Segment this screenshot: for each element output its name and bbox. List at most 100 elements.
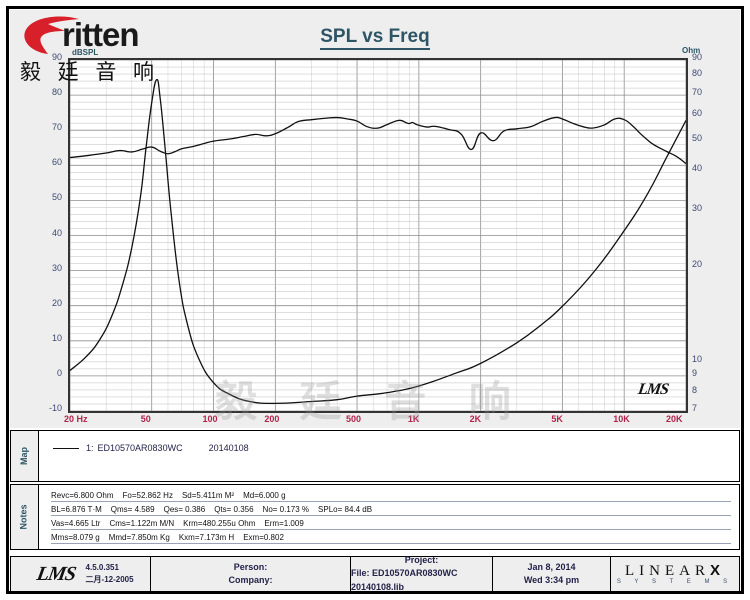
lms-plot-watermark: LMS bbox=[636, 381, 670, 398]
chart-panel: SPL vs Freq dBSPL Ohm LMS 90 80 70 60 50 40 30… bbox=[10, 10, 740, 428]
left-tick-label: 0 bbox=[56, 367, 62, 378]
left-tick-label: 50 bbox=[51, 192, 62, 203]
right-tick-label: 7 bbox=[692, 403, 698, 413]
x-tick-label: 200 bbox=[264, 414, 280, 424]
left-tick-label: 40 bbox=[51, 227, 62, 238]
vendor-name-x: X bbox=[709, 561, 725, 579]
right-tick-label: 90 bbox=[692, 52, 703, 62]
right-tick-label: 8 bbox=[692, 384, 698, 395]
left-tick-label: 60 bbox=[51, 157, 62, 168]
notes-value: Krm=480.255u Ohm bbox=[183, 519, 256, 528]
legend-index: 1: bbox=[86, 443, 94, 453]
footer-project-label: Project: bbox=[404, 554, 439, 565]
x-tick-label: 2K bbox=[469, 414, 482, 424]
left-tick-label: 20 bbox=[51, 297, 62, 308]
notes-value: SPLo= 84.4 dB bbox=[318, 505, 373, 514]
impedance-curve bbox=[70, 78, 686, 405]
vendor-logo: LINEARX bbox=[624, 561, 725, 580]
ritten-e-icon bbox=[24, 16, 79, 55]
x-tick-label: 10K bbox=[613, 414, 630, 424]
legend-item[interactable]: 1: ED10570AR0830WC 20140108 bbox=[53, 443, 249, 453]
right-axis-caption: Ohm bbox=[682, 46, 701, 55]
map-tab-label: Map bbox=[19, 447, 29, 465]
notes-section: Notes Revc=6.800 Ohm Fo=52.862 Hz Sd=5.411… bbox=[10, 484, 740, 550]
legend-date: 20140108 bbox=[208, 443, 249, 453]
footer-person-cell: Person: Company: bbox=[151, 557, 351, 591]
footer-time: Wed 3:34 pm bbox=[523, 575, 580, 585]
notes-line-3: Vas=4.665 Ltr Cms=1.122m M/N Krm=480.255u … bbox=[51, 519, 731, 530]
chart-title-text: SPL vs Freq bbox=[320, 26, 430, 50]
footer-company-label: Company: bbox=[228, 575, 273, 585]
x-tick-label: 500 bbox=[346, 414, 362, 424]
report-footer: LMS 4.5.0.351 二月-12-2005 Person: Company… bbox=[10, 554, 740, 592]
notes-value: No= 0.173 % bbox=[262, 505, 310, 514]
right-tick-label: 10 bbox=[692, 353, 703, 364]
x-tick-label: 50 bbox=[140, 414, 151, 424]
footer-date-cell: Jan 8, 2014 Wed 3:34 pm bbox=[493, 557, 611, 591]
map-section: Map 1: ED10570AR0830WC 20140108 bbox=[10, 430, 740, 482]
vendor-name: LINEAR bbox=[624, 562, 710, 579]
vendor-subtitle: S Y S T E M S bbox=[616, 579, 734, 586]
left-tick-label: -10 bbox=[48, 403, 62, 413]
brand-chinese: 毅 廷 音 响 bbox=[20, 60, 160, 84]
footer-date: Jan 8, 2014 bbox=[527, 561, 576, 572]
notes-value: Erm=1.009 bbox=[264, 519, 304, 528]
left-tick-label: 10 bbox=[51, 332, 62, 343]
x-tick-label: 20K bbox=[666, 414, 683, 424]
footer-version-block: 4.5.0.351 二月-12-2005 bbox=[86, 562, 134, 585]
legend-name: ED10570AR0830WC bbox=[97, 443, 183, 453]
notes-tab-label: Notes bbox=[18, 504, 29, 530]
map-body: 1: ED10570AR0830WC 20140108 bbox=[38, 431, 739, 481]
notes-line-4: Mms=8.079 g Mmd=7.850m Kg Kxm=7.173m H Exm=… bbox=[51, 533, 731, 544]
footer-version: 4.5.0.351 bbox=[85, 563, 119, 573]
plot-svg bbox=[70, 60, 686, 411]
x-tick-label: 5K bbox=[551, 414, 563, 424]
notes-value: Qms= 4.589 bbox=[110, 505, 155, 514]
footer-project-cell: Project: File: ED10570AR0830WC 20140108.… bbox=[351, 554, 493, 592]
notes-value: Revc=6.800 Ohm bbox=[51, 491, 114, 500]
x-tick-label: 20 Hz bbox=[64, 414, 88, 424]
right-tick-label: 80 bbox=[692, 68, 703, 79]
plot-area: LMS bbox=[68, 58, 688, 413]
right-tick-label: 50 bbox=[692, 132, 703, 143]
left-tick-label: 90 bbox=[51, 52, 62, 62]
footer-build-date: 二月-12-2005 bbox=[85, 575, 134, 584]
lms-logo: LMS bbox=[35, 562, 78, 585]
grid-major bbox=[70, 60, 686, 411]
notes-value: BL=6.876 T·M bbox=[51, 505, 102, 514]
notes-value: Md=6.000 g bbox=[243, 491, 286, 500]
notes-tab[interactable]: Notes bbox=[11, 485, 37, 549]
legend-line-swatch bbox=[53, 447, 79, 449]
notes-value: Qts= 0.356 bbox=[214, 505, 254, 514]
x-tick-label: 100 bbox=[202, 414, 218, 424]
notes-value: Mmd=7.850m Kg bbox=[108, 533, 170, 542]
notes-value: Mms=8.079 g bbox=[51, 533, 100, 542]
left-axis-caption: dBSPL bbox=[72, 48, 99, 57]
notes-value: Qes= 0.386 bbox=[163, 505, 206, 514]
brand-name: ritten bbox=[62, 16, 139, 53]
notes-value: Exm=0.802 bbox=[243, 533, 284, 542]
brand-logo: ritten 毅 廷 音 响 bbox=[20, 14, 222, 84]
chart-title: SPL vs Freq bbox=[10, 26, 740, 50]
left-tick-label: 30 bbox=[51, 262, 62, 273]
map-tab[interactable]: Map bbox=[11, 431, 37, 481]
notes-value: Sd=5.411m M² bbox=[181, 491, 235, 500]
right-tick-label: 30 bbox=[692, 202, 703, 213]
notes-value: Cms=1.122m M/N bbox=[109, 519, 175, 528]
footer-vendor-cell: LINEARX S Y S T E M S bbox=[611, 557, 739, 591]
footer-person-label: Person: bbox=[233, 561, 268, 572]
notes-value: Fo=52.862 Hz bbox=[122, 491, 173, 500]
notes-value: Vas=4.665 Ltr bbox=[51, 519, 101, 528]
right-tick-label: 60 bbox=[692, 107, 703, 118]
spl-curve bbox=[70, 116, 686, 165]
right-tick-label: 40 bbox=[692, 163, 703, 174]
right-tick-label: 20 bbox=[692, 258, 703, 269]
footer-lms-cell: LMS 4.5.0.351 二月-12-2005 bbox=[11, 557, 151, 591]
footer-file-label: File: ED10570AR0830WC 20140108.lib bbox=[351, 568, 458, 592]
x-tick-label: 1K bbox=[407, 414, 420, 424]
left-tick-label: 80 bbox=[51, 87, 62, 98]
notes-line-2: BL=6.876 T·M Qms= 4.589 Qes= 0.386 Qts= 0.3… bbox=[51, 505, 731, 516]
notes-value: Kxm=7.173m H bbox=[178, 533, 235, 542]
right-tick-label: 9 bbox=[692, 368, 698, 379]
